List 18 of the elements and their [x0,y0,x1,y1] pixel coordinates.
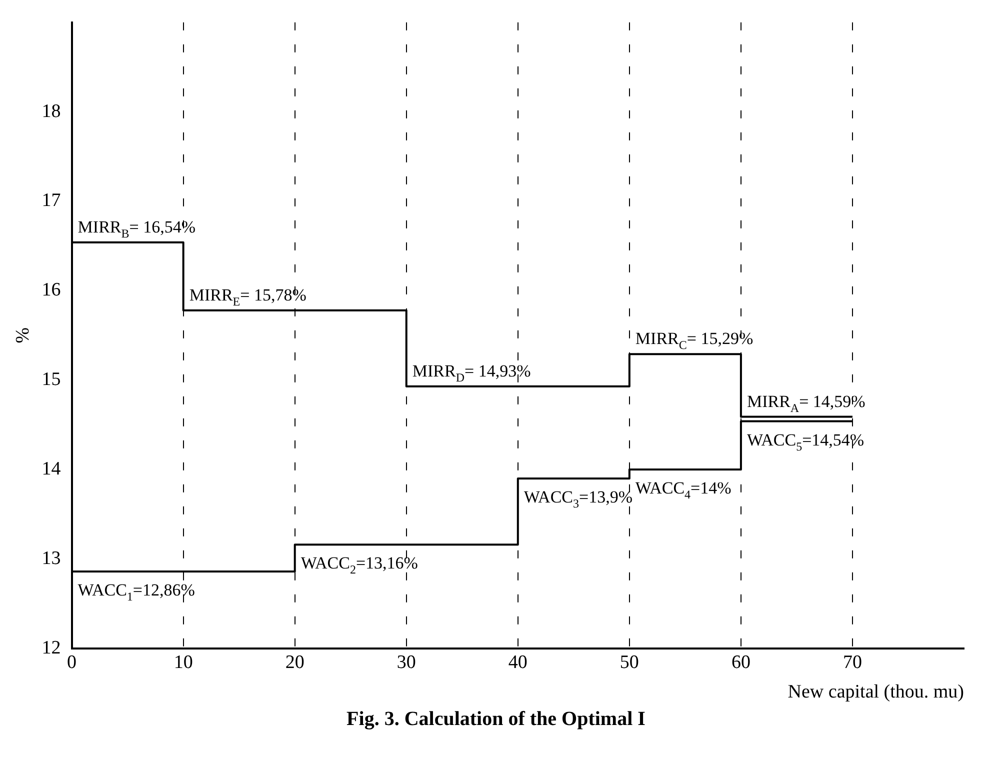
y-tick-label: 14 [42,458,62,480]
y-tick-label: 15 [42,369,61,390]
y-axis-title: % [12,327,34,344]
x-tick-label: 50 [620,652,639,673]
y-tick-label: 13 [42,548,61,569]
y-tick-label: 17 [42,190,61,212]
y-tick-label: 12 [42,637,61,658]
x-axis-title: New capital (thou. mu) [788,682,964,703]
y-tick-label: 18 [42,100,61,122]
x-tick-label: 10 [174,652,193,673]
x-tick-label: 60 [731,652,750,673]
x-tick-label: 70 [842,652,862,673]
x-tick-label: 0 [67,652,77,673]
y-tick-label: 16 [42,280,61,301]
x-tick-label: 40 [508,652,528,673]
text: Fig. 3. Calculation of the Optimal I [346,708,646,731]
x-tick-label: 20 [285,652,304,673]
x-tick-label: 30 [396,652,416,673]
